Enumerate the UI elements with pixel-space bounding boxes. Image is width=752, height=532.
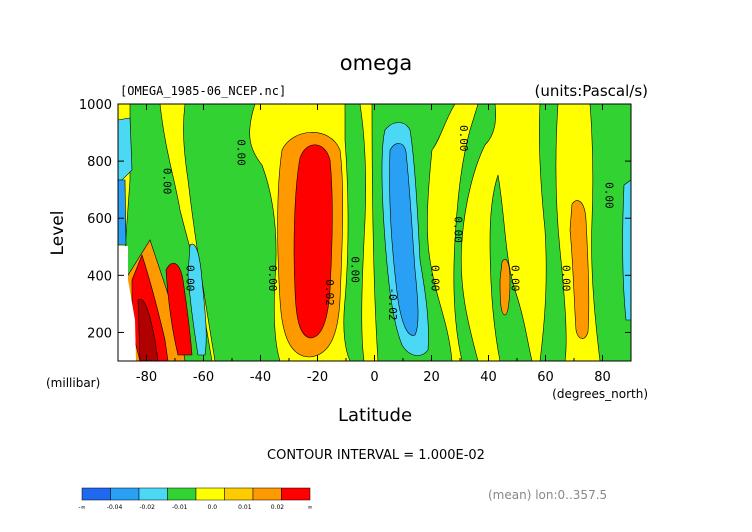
cyan-region-north-edge (622, 179, 632, 321)
blue-region-south (117, 179, 127, 246)
footnote: (mean) lon:0..357.5 (488, 488, 607, 502)
plot-area: 0.00 0.00 0.00 0.00 0.02 0.00 -0.02 0.00 0.00 0.0… (117, 103, 632, 362)
legend-label: -0.04 (107, 504, 123, 511)
legend-label: 0.01 (238, 504, 252, 511)
legend-label: -∞ (78, 504, 85, 511)
contour-label: 0.00 (183, 265, 196, 292)
legend-label: 0.0 (208, 504, 218, 511)
y-axis-label: Level (48, 211, 68, 256)
y-axis: 200 400 600 800 1000 (79, 98, 631, 341)
color-legend: -∞ -0.04 -0.02 -0.01 0.0 0.01 0.02 ∞ (78, 487, 313, 511)
contour-fills (117, 103, 632, 362)
legend-swatch (81, 487, 111, 501)
y-tick-label: 1000 (79, 98, 112, 113)
contour-label: 0.00 (560, 265, 573, 292)
x-tick-label: 40 (480, 370, 497, 385)
red-region-edge2 (165, 262, 193, 356)
x-tick-label: -40 (250, 370, 271, 385)
orange-region-north2 (569, 200, 590, 339)
legend-swatch (138, 487, 168, 501)
contour-label: 0.00 (508, 265, 521, 292)
legend-label: ∞ (308, 504, 313, 511)
legend-swatch (252, 487, 282, 501)
red-region-south (293, 144, 333, 339)
orange-region-north1 (499, 259, 511, 316)
contour-interval-text: CONTOUR INTERVAL = 1.000E-02 (267, 448, 485, 463)
x-tick-label: 80 (594, 370, 611, 385)
contour-label: 0.02 (323, 279, 336, 306)
contour-label: 0.00 (429, 265, 442, 292)
contour-label: 0.00 (266, 265, 279, 292)
legend-label: -0.01 (172, 504, 188, 511)
contour-labels: 0.00 0.00 0.00 0.00 0.02 0.00 -0.02 0.00 0.00 0.0… (161, 125, 616, 320)
legend-label: -0.02 (139, 504, 155, 511)
green-region-north5 (589, 103, 632, 362)
chart-subtitle-right: (units:Pascal/s) (535, 82, 649, 100)
x-axis: -80 -60 -40 -20 0 20 40 60 80 (117, 104, 632, 385)
legend-swatch (167, 487, 197, 501)
y-tick-label: 600 (87, 212, 112, 227)
x-tick-label: 0 (370, 370, 378, 385)
chart-title: omega (340, 51, 412, 75)
cyan-region-south (117, 117, 133, 181)
contour-label: 0.00 (235, 139, 248, 166)
blue-region-north (389, 143, 419, 336)
y-tick-label: 200 (87, 326, 112, 341)
y-tick-label: 400 (87, 269, 112, 284)
green-region-south2 (183, 103, 281, 362)
legend-swatch (224, 487, 254, 501)
x-axis-label: Latitude (338, 405, 412, 426)
x-tick-label: -80 (136, 370, 157, 385)
contour-label: 0.00 (161, 168, 174, 195)
chart-subtitle-left: [OMEGA_1985-06_NCEP.nc] (120, 84, 286, 98)
cyan-region-southmid (187, 243, 207, 356)
legend-swatch (281, 487, 311, 501)
contour-label: 0.00 (602, 182, 615, 209)
contour-label: 0.00 (349, 256, 362, 283)
x-tick-label: -20 (307, 370, 328, 385)
legend-label: 0.02 (271, 504, 285, 511)
legend-swatch (195, 487, 225, 501)
contour-label: 0.00 (457, 125, 470, 152)
x-tick-label: -60 (193, 370, 214, 385)
x-tick-label: 20 (423, 370, 440, 385)
x-axis-unit: (degrees_north) (552, 387, 648, 401)
y-axis-unit: (millibar) (46, 376, 100, 390)
x-tick-label: 60 (537, 370, 554, 385)
y-tick-label: 800 (87, 155, 112, 170)
green-region-north2 (453, 103, 496, 362)
darkred-region-edge (137, 298, 159, 362)
legend-swatch (110, 487, 140, 501)
contour-label: 0.00 (451, 216, 464, 243)
contour-label: -0.02 (386, 287, 399, 320)
